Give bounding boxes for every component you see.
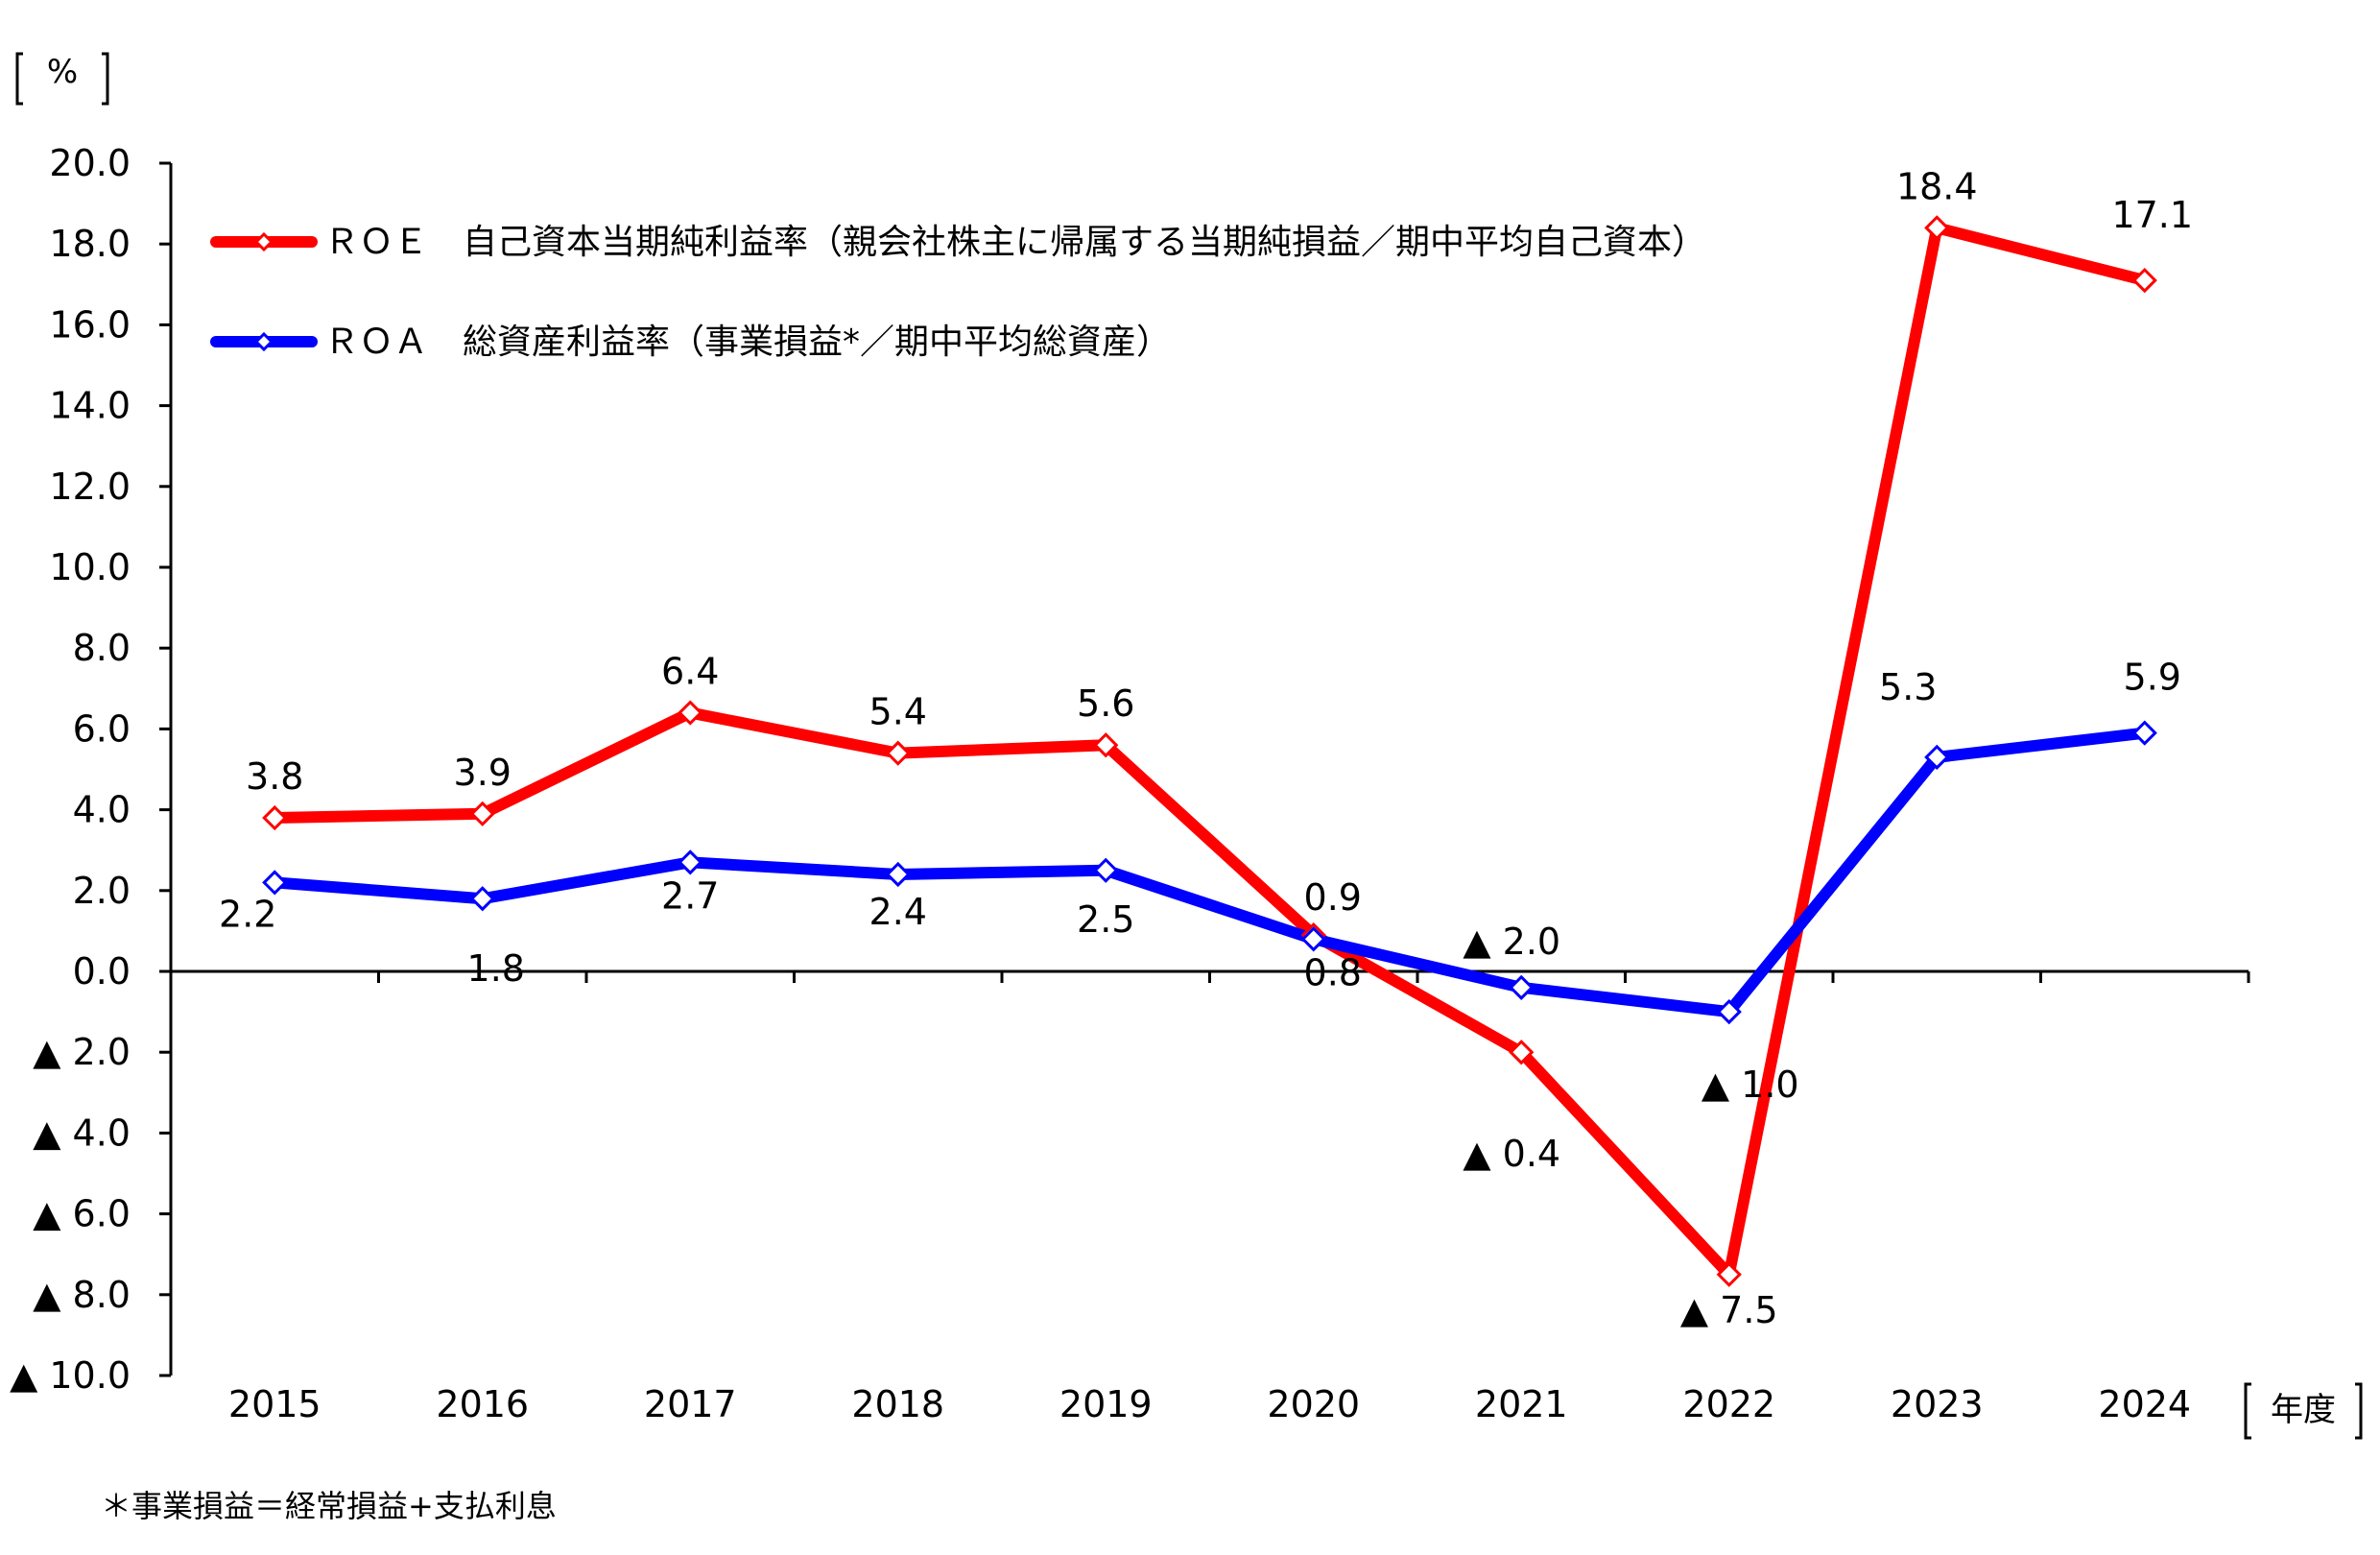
roe-point <box>2131 267 2157 294</box>
roe-data-label: ▲ 2.0 <box>1463 921 1560 963</box>
y-unit-bracket-left <box>15 52 23 106</box>
roa-point <box>1093 857 1119 883</box>
footnote: ＊事業損益＝経常損益+支払利息 <box>101 1488 557 1524</box>
y-unit-label: % <box>47 53 78 91</box>
roe-point <box>469 801 495 826</box>
x-tick-label: 2015 <box>228 1383 321 1425</box>
roe-data-label: 18.4 <box>1896 165 1978 207</box>
roe-point <box>262 804 288 831</box>
roe-data-label: 0.9 <box>1304 876 1362 919</box>
roe-legend-marker <box>253 231 274 252</box>
roa-point <box>1924 744 1950 770</box>
roa-legend-marker <box>253 331 274 352</box>
x-tick-label: 2018 <box>851 1383 944 1425</box>
roe-data-label: 3.8 <box>246 755 303 798</box>
x-tick-label: 2017 <box>644 1383 737 1425</box>
roe-data-label: 5.4 <box>869 691 927 733</box>
x-unit-label: 年度 <box>2271 1391 2336 1429</box>
y-tick-label: 0.0 <box>73 950 131 993</box>
x-tick-label: 2021 <box>1475 1383 1568 1425</box>
roa-data-label: ▲ 1.0 <box>1702 1064 1799 1106</box>
y-tick-label: 16.0 <box>49 303 131 346</box>
roa-point <box>2131 720 2157 746</box>
x-tick-label: 2020 <box>1267 1383 1360 1425</box>
roe-point <box>885 740 911 766</box>
x-tick-label: 2024 <box>2098 1383 2191 1425</box>
y-tick-label: 2.0 <box>73 870 131 912</box>
roa-data-label: 2.2 <box>219 893 276 935</box>
roa-data-label: 2.4 <box>869 891 927 933</box>
roa-point <box>469 886 495 912</box>
y-unit-bracket-right <box>102 52 109 106</box>
roe-legend-label: ＲＯＥ 自己資本当期純利益率（親会社株主に帰属する当期純損益／期中平均自己資本） <box>324 223 1706 262</box>
roa-data-label: 0.8 <box>1304 951 1362 993</box>
x-unit-bracket-left <box>2244 1382 2251 1440</box>
roa-data-label: 2.5 <box>1077 898 1134 941</box>
roa-data-label: 5.3 <box>1879 666 1937 708</box>
roe-data-label: ▲ 7.5 <box>1680 1289 1778 1331</box>
y-tick-label: ▲ 4.0 <box>33 1112 131 1154</box>
roe-series-line <box>269 222 2151 1280</box>
y-tick-label: ▲ 8.0 <box>33 1274 131 1316</box>
roa-series-line <box>269 727 2151 1018</box>
roe-point <box>678 700 703 726</box>
y-tick-label: 10.0 <box>49 546 131 588</box>
y-tick-label: 4.0 <box>73 789 131 831</box>
roa-point <box>1300 926 1326 952</box>
roe-data-label: 17.1 <box>2111 194 2193 236</box>
roe-point <box>1093 732 1119 758</box>
y-tick-label: 14.0 <box>49 385 131 427</box>
x-tick-label: 2023 <box>1891 1383 1984 1425</box>
x-tick-label: 2019 <box>1059 1383 1153 1425</box>
roe-point <box>1716 1261 1742 1287</box>
roa-data-label: 1.8 <box>467 947 525 990</box>
roe-data-label: 3.9 <box>454 752 512 794</box>
roa-point <box>1509 974 1535 1000</box>
roa-point <box>1716 998 1742 1025</box>
roa-legend-label: ＲＯＡ 総資産利益率（事業損益*／期中平均総資産） <box>324 323 1171 362</box>
y-tick-label: ▲ 10.0 <box>10 1354 131 1397</box>
roa-data-label: 2.7 <box>661 874 719 917</box>
y-tick-label: 20.0 <box>49 142 131 184</box>
roe-data-label: 6.4 <box>661 651 719 693</box>
y-tick-label: ▲ 6.0 <box>33 1193 131 1235</box>
roa-data-label: 5.9 <box>2124 657 2181 699</box>
roa-point <box>885 861 911 888</box>
y-tick-label: 18.0 <box>49 223 131 265</box>
x-tick-label: 2016 <box>436 1383 529 1425</box>
y-tick-label: ▲ 2.0 <box>33 1031 131 1073</box>
roa-data-label: ▲ 0.4 <box>1463 1133 1560 1175</box>
roe-data-label: 5.6 <box>1077 682 1134 725</box>
y-tick-label: 12.0 <box>49 466 131 508</box>
roa-point <box>678 849 703 875</box>
x-unit-bracket-right <box>2355 1382 2363 1440</box>
roa-point <box>262 870 288 896</box>
y-tick-label: 6.0 <box>73 707 131 750</box>
x-tick-label: 2022 <box>1682 1383 1775 1425</box>
roe-point <box>1924 215 1950 241</box>
y-tick-label: 8.0 <box>73 627 131 669</box>
roe-point <box>1509 1040 1535 1065</box>
